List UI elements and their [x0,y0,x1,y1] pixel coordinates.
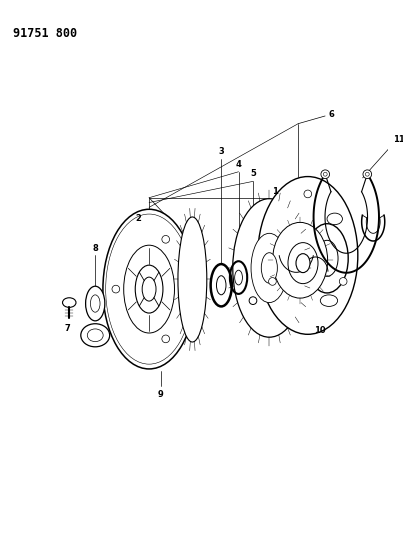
Text: 10: 10 [314,326,325,335]
Text: 5: 5 [250,169,256,179]
Ellipse shape [363,170,372,179]
Ellipse shape [81,324,110,347]
Ellipse shape [162,335,170,343]
Ellipse shape [366,172,369,176]
Ellipse shape [106,214,193,364]
Ellipse shape [87,329,103,342]
Ellipse shape [142,277,156,301]
Ellipse shape [316,240,338,276]
Text: 91751 800: 91751 800 [13,28,78,41]
Ellipse shape [85,286,105,321]
Ellipse shape [321,170,330,179]
Text: 9: 9 [158,390,164,399]
Ellipse shape [258,176,358,334]
Ellipse shape [162,236,170,243]
Ellipse shape [216,276,226,295]
Text: 11: 11 [393,135,403,144]
Ellipse shape [90,295,100,312]
Ellipse shape [296,254,310,272]
Text: 1: 1 [272,188,278,197]
Ellipse shape [268,278,276,285]
Ellipse shape [288,243,318,284]
Ellipse shape [327,213,343,224]
Text: 6: 6 [329,110,335,118]
Ellipse shape [124,245,174,333]
Text: 7: 7 [64,324,70,333]
Ellipse shape [135,265,163,313]
Ellipse shape [235,270,243,285]
Text: 8: 8 [92,244,98,253]
Ellipse shape [323,172,327,176]
Text: 3: 3 [218,147,224,156]
Text: 4: 4 [236,160,241,169]
Ellipse shape [272,222,328,298]
Ellipse shape [261,253,277,283]
Ellipse shape [178,217,207,342]
Ellipse shape [304,190,312,198]
Ellipse shape [251,233,288,303]
Ellipse shape [249,297,257,304]
Ellipse shape [233,199,306,337]
Ellipse shape [62,298,76,308]
Ellipse shape [103,209,195,369]
Ellipse shape [112,285,120,293]
Ellipse shape [306,224,348,293]
Ellipse shape [320,295,338,306]
Ellipse shape [339,278,347,285]
Text: 2: 2 [135,214,141,223]
